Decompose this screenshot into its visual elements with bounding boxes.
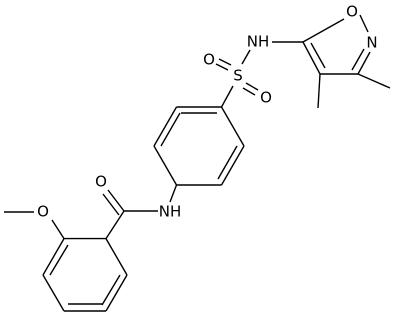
bond [105, 210, 125, 239]
bond [220, 106, 245, 147]
bond [153, 106, 178, 147]
bond [102, 193, 120, 216]
bond [105, 238, 128, 276]
bond [302, 18, 345, 43]
bond [310, 42, 326, 69]
atom-labels: O N NH S O O NH O O [37, 3, 378, 221]
bond [357, 51, 371, 75]
atom-label: N [366, 34, 377, 52]
bond [351, 48, 365, 71]
bond [42, 238, 65, 276]
bond [51, 219, 65, 239]
bond [42, 274, 65, 312]
bond [357, 73, 391, 89]
bond [302, 41, 321, 75]
bond [217, 145, 238, 180]
atom-label: NH [159, 203, 182, 221]
atom-label: O [346, 3, 358, 21]
bond [242, 87, 256, 96]
bond [49, 244, 69, 276]
bond [220, 85, 234, 108]
atom-label: O [203, 51, 215, 69]
bond [153, 145, 178, 186]
bond [317, 73, 321, 109]
bond [107, 189, 125, 212]
bonds [4, 14, 391, 312]
atom-label: O [37, 203, 49, 221]
bond [220, 145, 245, 186]
bond [359, 14, 369, 33]
bond [241, 49, 251, 65]
bond [160, 112, 181, 147]
bond [245, 82, 259, 91]
bond [169, 184, 178, 203]
bond [101, 274, 121, 306]
atom-label: O [95, 173, 107, 191]
atom-label: NH [247, 33, 270, 51]
bond [218, 58, 232, 66]
atom-label: S [233, 67, 243, 85]
bond [105, 274, 128, 312]
bond [215, 63, 229, 71]
atom-label: O [260, 89, 272, 107]
